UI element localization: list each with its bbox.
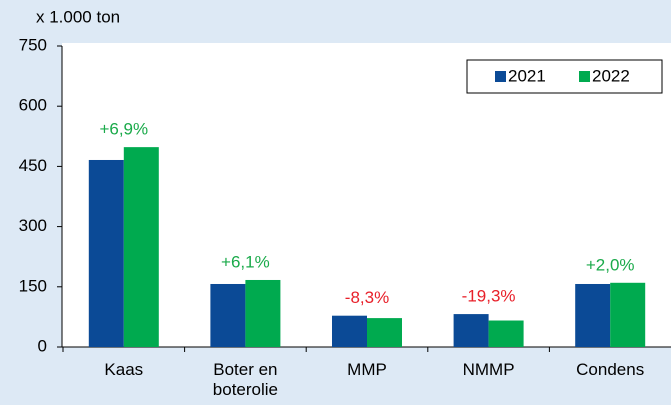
bar [123,147,159,347]
bar [488,320,524,347]
plot-area [62,43,671,347]
x-tick-label: MMP [347,360,387,379]
y-tick-label: 150 [19,276,47,295]
legend-swatch [495,71,506,82]
x-tick-label: NMMP [462,360,515,379]
annotation: -19,3% [462,287,516,306]
y-tick-label: 750 [19,35,47,54]
y-axis-unit: x 1.000 ton [36,7,120,26]
annotation: +2,0% [586,255,635,274]
legend-label: 2021 [508,66,546,85]
x-tick-label: Boter en boterolie [212,360,278,399]
x-tick-label: Condens [576,360,645,379]
annotation: +6,1% [221,252,270,271]
y-tick-label: 0 [38,336,47,355]
y-tick-label: 450 [19,156,47,175]
bar [88,159,124,347]
legend-swatch [579,71,590,82]
y-tick-label: 300 [19,216,47,235]
bar [332,315,367,347]
legend-label: 2022 [592,66,630,85]
annotation: -8,3% [345,288,389,307]
bar [575,283,611,347]
bar [245,279,281,347]
bar [210,283,246,347]
bar [367,318,402,347]
y-tick-label: 600 [19,96,47,115]
annotation: +6,9% [99,120,148,139]
x-tick-label: Kaas [104,360,144,379]
bar [610,282,646,347]
bar [453,314,489,347]
